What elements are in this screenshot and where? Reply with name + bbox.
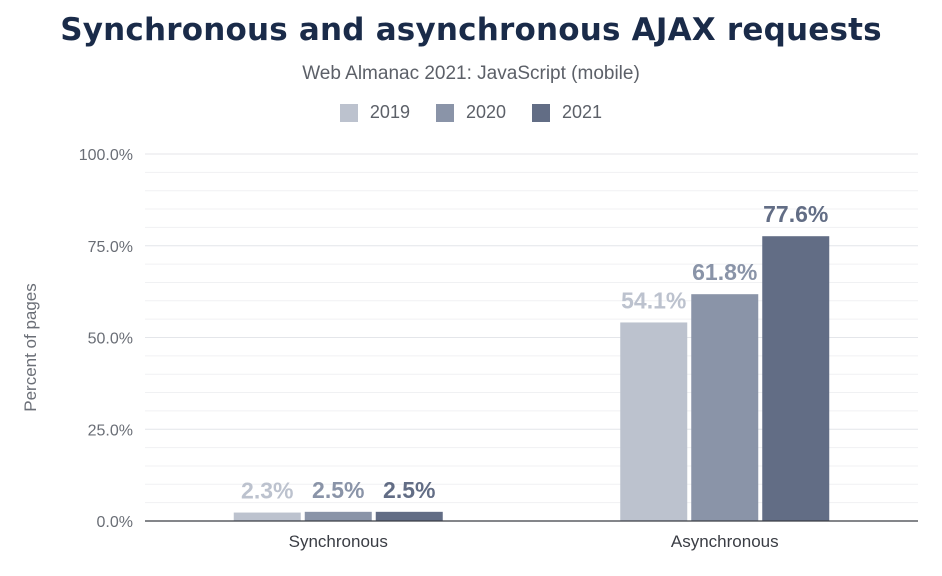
data-label-asynchronous-2019: 54.1% <box>621 287 686 313</box>
y-axis-label: Percent of pages <box>21 283 40 412</box>
bar-synchronous-2020 <box>304 511 372 521</box>
x-tick-label: Asynchronous <box>671 532 779 551</box>
legend-swatch-2020 <box>435 103 454 122</box>
data-label-synchronous-2021: 2.5% <box>383 477 435 503</box>
chart-title: Synchronous and asynchronous AJAX reques… <box>60 12 882 48</box>
legend-item-2020[interactable]: 2020 <box>435 102 507 123</box>
y-tick-label: 0.0% <box>97 514 133 531</box>
data-label-synchronous-2020: 2.5% <box>312 477 364 503</box>
legend-item-2019[interactable]: 2019 <box>339 102 410 123</box>
bar-asynchronous-2020 <box>691 294 759 521</box>
legend-label-2019: 2019 <box>369 102 410 122</box>
legend-swatch-2021 <box>532 103 551 122</box>
legend-swatch-2019 <box>339 103 358 122</box>
y-tick-label: 25.0% <box>88 422 133 439</box>
bar-synchronous-2021 <box>375 511 443 521</box>
y-tick-label: 75.0% <box>88 239 133 256</box>
x-tick-label: Synchronous <box>289 532 388 551</box>
bar-asynchronous-2019 <box>620 322 688 521</box>
data-label-synchronous-2019: 2.3% <box>241 478 293 504</box>
y-tick-label: 50.0% <box>88 331 133 348</box>
legend-label-2020: 2020 <box>465 102 507 122</box>
data-label-asynchronous-2021: 77.6% <box>763 201 828 227</box>
chart-subtitle: Web Almanac 2021: JavaScript (mobile) <box>302 63 640 84</box>
y-tick-label: 100.0% <box>79 147 133 164</box>
data-label-asynchronous-2020: 61.8% <box>692 259 757 285</box>
legend-label-2021: 2021 <box>562 102 603 122</box>
bar-asynchronous-2021 <box>762 236 830 521</box>
bar-synchronous-2019 <box>233 512 301 521</box>
legend: 2019 2020 2021 <box>0 102 942 123</box>
legend-item-2021[interactable]: 2021 <box>532 102 602 123</box>
